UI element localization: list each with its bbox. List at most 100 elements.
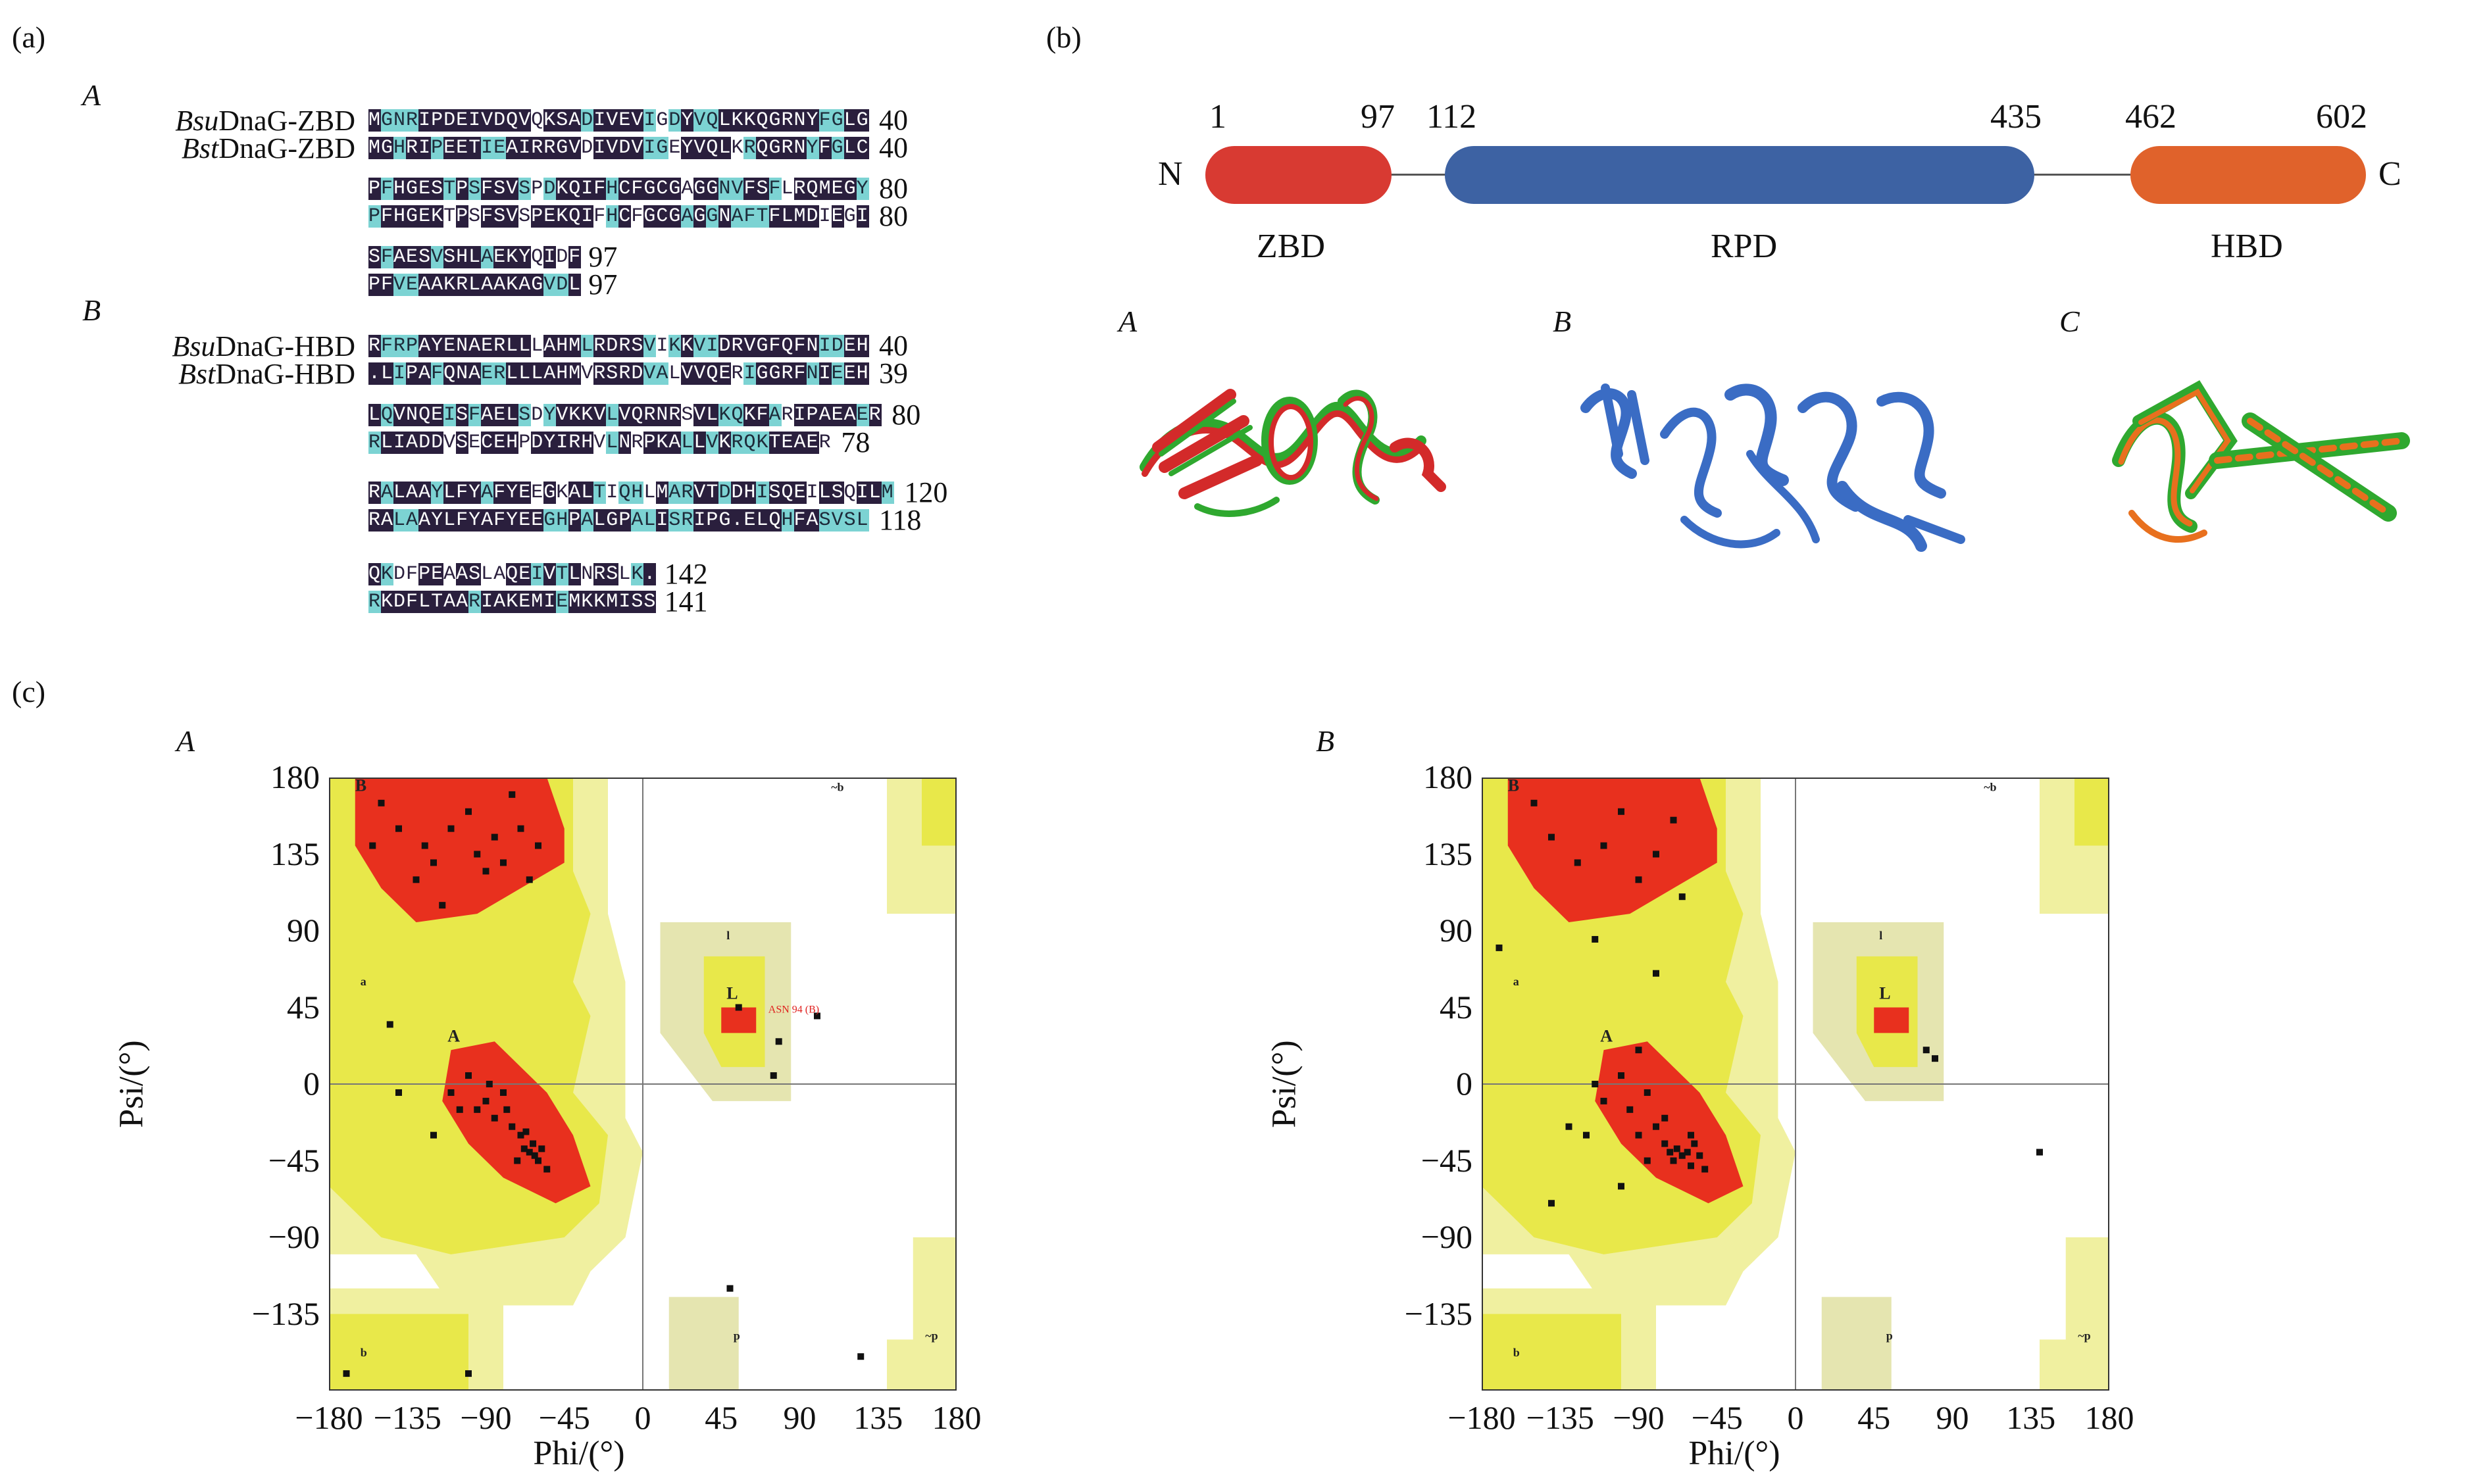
sequence-row: RLIADDVSECEHPDYIRHVLNRPKALLVKRQKTEAER (368, 432, 832, 454)
boundary-1: 1 (1209, 98, 1226, 136)
plot-frame (329, 778, 957, 1391)
plot-A-x-label: Phi/(°) (533, 1435, 625, 1472)
sequence-end-number: 118 (879, 504, 922, 536)
y-tick-label: −135 (1404, 1295, 1472, 1332)
residue-point (447, 1089, 455, 1096)
residue-point (1678, 1152, 1686, 1159)
residue-point (1618, 1072, 1624, 1079)
sequence-name: BsuDnaG-ZBD (175, 105, 355, 137)
residue-point (538, 1145, 545, 1152)
allowed-region (329, 778, 338, 948)
sequence-end-number: 40 (879, 104, 908, 136)
residue-point (1574, 859, 1581, 866)
residue-point (447, 825, 455, 832)
region-label: L (1879, 984, 1890, 1003)
allowed-region (1482, 778, 1491, 948)
sequence-end-number: 97 (588, 268, 618, 301)
plot-A-y-label: Psi/(°) (113, 1040, 151, 1128)
boundary-602: 602 (2316, 98, 2367, 136)
residue-point (430, 859, 437, 866)
x-tick-label: 0 (634, 1399, 651, 1436)
x-tick-label: −180 (295, 1399, 363, 1436)
residue-point (775, 1038, 782, 1045)
region-label: ~b (831, 781, 843, 794)
core-region-beta (1507, 778, 1717, 923)
sequence-row: PFHGEKTPSFSVSPEKQIFHCFGCGAGGNAFTFLMDIEGI (368, 205, 869, 228)
region-label: B (1508, 778, 1519, 795)
sequence-end-number: 80 (892, 399, 921, 431)
sequence-end-number: 142 (664, 558, 708, 590)
residue-point (1565, 1123, 1572, 1130)
sequence-end-number: 120 (904, 476, 948, 508)
residue-point (1932, 1055, 1938, 1062)
sequence-row: MGHRIPEETIEAIRRGVDIVDVIGEYVQLKRQGRNYFGLC (368, 137, 869, 159)
panel-a-sub-B: B (82, 293, 101, 327)
residue-point (439, 902, 446, 909)
residue-point (814, 1012, 820, 1020)
x-tick-label: 90 (1936, 1399, 1969, 1436)
core-region-alpha (442, 1041, 591, 1204)
residue-point (1701, 1166, 1709, 1173)
residue-point (1600, 1097, 1607, 1104)
sequence-row: SFAESVSHLAEKYQIDF (368, 246, 582, 268)
residue-point (1688, 1131, 1694, 1139)
allowed-region (329, 1314, 468, 1391)
residue-point (1670, 816, 1677, 824)
residue-point (395, 825, 402, 832)
residue-point (500, 859, 507, 866)
region-label: b (1513, 1346, 1520, 1359)
y-tick-label: −45 (1420, 1141, 1472, 1179)
sequence-row: PFVEAAKRLAAKAGVDL (368, 274, 582, 296)
x-tick-label: −135 (373, 1399, 441, 1436)
structure-C-label: C (2059, 305, 2080, 338)
residue-point (2036, 1149, 2043, 1156)
panel-a-label: (a) (12, 20, 46, 54)
panel-a-sub-A: A (82, 78, 101, 112)
core-region-alpha (1595, 1041, 1744, 1204)
y-tick-label: 90 (1440, 912, 1472, 949)
region-label: B (355, 778, 366, 795)
sequence-end-number: 40 (879, 132, 908, 164)
residue-point (465, 1370, 472, 1377)
allowed-region (922, 778, 957, 846)
region-label: ~b (1984, 781, 1996, 794)
c-terminus: C (2378, 155, 2401, 193)
linker-1 (1388, 174, 1447, 176)
y-tick-label: 45 (287, 988, 320, 1026)
residue-point (456, 1106, 463, 1113)
sequence-row: RALAAYLFYAFYEEGHPALGPALISRIPG.ELQHFASVSL (368, 509, 869, 532)
residue-point (1696, 1152, 1703, 1159)
region-label: a (1513, 975, 1519, 988)
residue-point (535, 842, 541, 849)
y-tick-label: 135 (270, 835, 320, 872)
x-tick-label: −90 (1613, 1399, 1665, 1436)
residue-point (1653, 970, 1659, 977)
rpd-structure-image (1580, 383, 1965, 552)
panel-c-label: (c) (12, 675, 46, 708)
sequence-end-number: 80 (879, 172, 908, 205)
residue-point (526, 1149, 533, 1156)
residue-point (1684, 1149, 1691, 1156)
sequence-row: RKDFLTAARIAKEMIEMKKMISS (368, 591, 657, 613)
residue-point (1495, 944, 1503, 951)
residue-point (770, 1072, 777, 1079)
residue-point (1688, 1162, 1694, 1170)
residue-point (531, 1152, 538, 1159)
residue-point (509, 1123, 516, 1130)
y-tick-label: 90 (287, 912, 320, 949)
residue-point (491, 1114, 498, 1122)
y-tick-label: 0 (303, 1065, 320, 1102)
core-region-left (1874, 1007, 1909, 1033)
residue-point (530, 1140, 537, 1147)
region-label: ~p (925, 1329, 938, 1342)
y-tick-label: 0 (1456, 1065, 1472, 1102)
region-label: A (447, 1026, 460, 1045)
residue-point (1530, 799, 1538, 806)
plot-frame (1482, 778, 2109, 1391)
sequence-end-number: 141 (664, 585, 708, 618)
y-tick-label: −90 (268, 1218, 320, 1255)
hbd-label: HBD (2211, 228, 2283, 265)
residue-point (343, 1370, 350, 1377)
residue-point (1548, 1200, 1555, 1207)
residue-point (486, 1081, 493, 1087)
